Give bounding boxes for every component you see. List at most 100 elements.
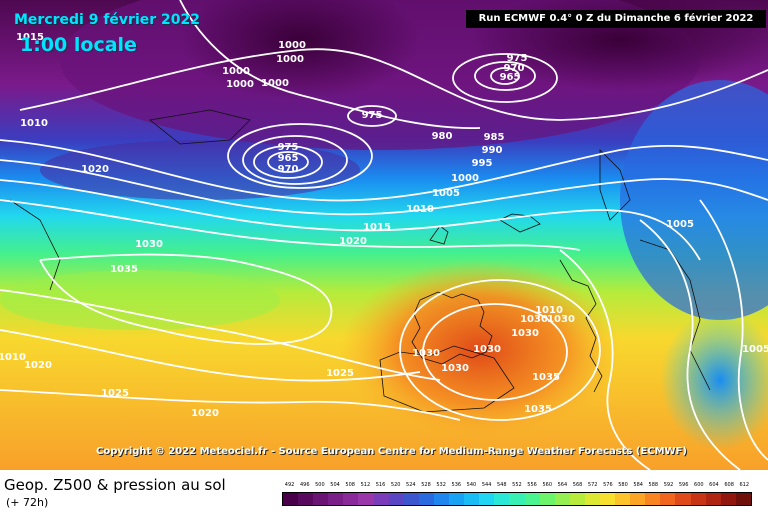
- isobar-label: 990: [482, 145, 503, 156]
- scale-label: 576: [603, 482, 613, 488]
- isobar-label: 1030: [511, 328, 539, 339]
- isobar-label: 1010: [535, 305, 563, 316]
- isobar-label: 1020: [339, 236, 367, 247]
- isobar-label: 1020: [24, 360, 52, 371]
- isobar-label: 1000: [226, 79, 254, 90]
- scale-label: 544: [481, 482, 492, 488]
- scale-label: 516: [375, 482, 386, 488]
- scale-swatch: [630, 493, 646, 505]
- scale-label: 580: [618, 482, 628, 488]
- isobar-label: 1000: [451, 173, 479, 184]
- scale-swatch: [554, 493, 570, 505]
- scale-swatch: [388, 493, 404, 505]
- isobar-label: 1000: [222, 66, 250, 77]
- scale-swatch: [509, 493, 525, 505]
- scale-label: 500: [315, 482, 325, 488]
- scale-swatch: [298, 493, 314, 505]
- scale-label: 520: [390, 482, 401, 488]
- scale-label: 540: [466, 482, 477, 488]
- isobar-label: 1025: [101, 388, 129, 399]
- isobar-label: 970: [278, 164, 299, 175]
- scale-swatch: [645, 493, 661, 505]
- isobar-label: 1010: [20, 118, 48, 129]
- scale-label: 496: [299, 482, 310, 488]
- copyright-notice: Copyright © 2022 Meteociel.fr - Source E…: [96, 446, 687, 457]
- isobar-label: 1000: [278, 40, 306, 51]
- scale-swatch: [720, 493, 736, 505]
- isobar-label: 1030: [441, 363, 469, 374]
- forecast-date: Mercredi 9 février 2022: [14, 12, 200, 28]
- isobar-label: 1000: [261, 78, 289, 89]
- scale-swatch: [313, 493, 329, 505]
- isobar-label: 965: [278, 153, 299, 164]
- isobar-label: 1030: [547, 314, 575, 325]
- isobar-label: 1035: [524, 404, 552, 415]
- scale-label: 532: [436, 482, 446, 488]
- scale-label: 560: [542, 482, 552, 488]
- chart-title: Geop. Z500 & pression au sol: [4, 476, 226, 494]
- isobar-label: 965: [500, 72, 521, 83]
- scale-swatch: [464, 493, 480, 505]
- scale-swatch: [373, 493, 389, 505]
- isobar-label: 1010: [406, 204, 434, 215]
- isobar-label: 1035: [110, 264, 138, 275]
- scale-swatch: [660, 493, 676, 505]
- scale-label: 556: [527, 482, 537, 488]
- scale-swatch: [494, 493, 510, 505]
- scale-label: 604: [709, 482, 719, 488]
- scale-swatch: [403, 493, 419, 505]
- scale-label: 600: [694, 482, 704, 488]
- isobar-label: 975: [507, 53, 528, 64]
- scale-swatch: [524, 493, 540, 505]
- isobar-label: 985: [484, 132, 505, 143]
- color-scale-labels: 492 496 500 504 508 512 516 520 524 528 532 536 540 5…: [282, 480, 752, 490]
- scale-label: 512: [360, 482, 371, 488]
- isobar-label: 980: [432, 131, 453, 142]
- isobar-label: 1020: [81, 164, 109, 175]
- scale-swatch: [358, 493, 374, 505]
- ridge-core: [340, 260, 620, 440]
- isobar-label: 1025: [326, 368, 354, 379]
- forecast-lead-time: (+ 72h): [6, 496, 49, 509]
- isobar-label: 1000: [276, 54, 304, 65]
- scale-swatch: [283, 493, 299, 505]
- scale-label: 504: [330, 482, 340, 488]
- isobars: [0, 0, 768, 470]
- isobar-label: 975: [362, 110, 383, 121]
- scale-label: 536: [451, 482, 462, 488]
- scale-label: 612: [739, 482, 750, 488]
- scale-label: 608: [724, 482, 734, 488]
- scale-swatch: [615, 493, 631, 505]
- scale-label: 508: [345, 482, 355, 488]
- forecast-map: 1000 1000 1000 1000 1000 975 975 965 970 975 970 96…: [0, 0, 768, 470]
- scale-label: 564: [557, 482, 568, 488]
- scale-label: 572: [587, 482, 598, 488]
- isobar-label: 1020: [191, 408, 219, 419]
- scale-swatch: [343, 493, 359, 505]
- scale-swatch: [418, 493, 434, 505]
- scale-swatch: [449, 493, 465, 505]
- scale-swatch: [690, 493, 706, 505]
- scale-swatch: [539, 493, 555, 505]
- ridge-west: [0, 270, 280, 330]
- isobar-label: 1030: [412, 348, 440, 359]
- scale-label: 528: [421, 482, 431, 488]
- scale-label: 592: [663, 482, 674, 488]
- scale-label: 584: [633, 482, 643, 488]
- scale-label: 568: [572, 482, 583, 488]
- isobar-label: 1035: [532, 372, 560, 383]
- isobar-label: 1010: [0, 352, 26, 363]
- isobar-label: 1030: [135, 239, 163, 250]
- jet-band: [40, 140, 360, 200]
- color-scale: 492 496 500 504 508 512 516 520 524 528 532 536 540 5…: [282, 480, 752, 510]
- scale-swatch: [569, 493, 585, 505]
- isobar-label: 995: [472, 158, 493, 169]
- scale-label: 596: [678, 482, 689, 488]
- color-scale-bar: [282, 492, 752, 506]
- scale-swatch: [735, 493, 751, 505]
- isobar-label: 1015: [16, 32, 44, 43]
- isobar-label: 1005: [666, 219, 694, 230]
